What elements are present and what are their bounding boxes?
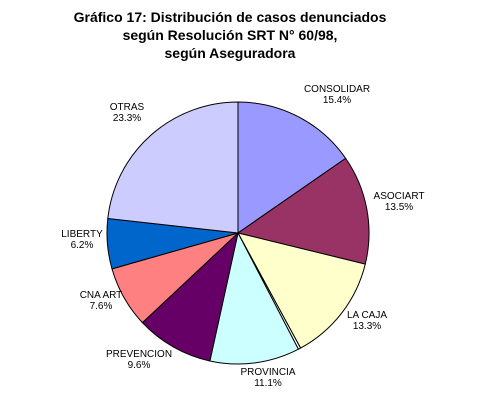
slice-value-liberty: 6.2% [71,240,94,251]
slice-label-prevencion: PREVENCION [106,349,172,360]
slice-label-la-caja: LA CAJA [347,310,387,321]
slice-value-provincia: 11.1% [254,378,282,389]
chart-title-line-2: según Resolución SRT N° 60/98, [122,27,338,43]
slice-label-otras: OTRAS [110,102,145,113]
pie-slice-la-caja [237,232,366,349]
chart-title-line-1: Gráfico 17: Distribución de casos denunc… [73,9,387,25]
slice-label-cna-art: CNA ART [80,290,123,301]
slice-label-asociart: ASOCIART [374,191,425,202]
pie-slice-consolidar [237,101,347,234]
pie-slice-otras [107,101,239,234]
pie-slice-provincia [209,231,300,365]
slice-value-la-caja: 13.3% [353,321,381,332]
pie-slices [106,101,370,365]
slice-value-consolidar: 15.4% [323,95,351,106]
pie-slice-asociart [236,157,370,265]
slice-value-asociart: 13.5% [385,202,413,213]
slice-value-prevencion: 9.6% [128,360,151,371]
slice-label-provincia: PROVINCIA [240,367,295,378]
slice-label-liberty: LIBERTY [61,229,103,240]
pie-slice-prevencion [141,231,239,362]
slice-label-consolidar: CONSOLIDAR [304,84,370,95]
slice-value-otras: 23.3% [113,113,141,124]
chart-title: Gráfico 17: Distribución de casos denunc… [0,8,460,62]
slice-value-cna-art: 7.6% [90,301,113,312]
chart-title-line-3: según Aseguradora [164,45,296,61]
